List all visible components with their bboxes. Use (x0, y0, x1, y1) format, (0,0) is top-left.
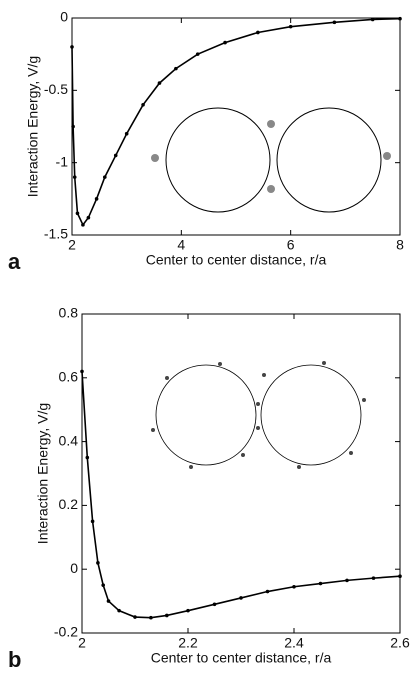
data-point (80, 369, 84, 374)
data-point (141, 103, 145, 107)
data-point (165, 613, 169, 618)
data-point (292, 584, 296, 589)
sphere (276, 107, 382, 213)
sphere (260, 364, 362, 466)
data-point (117, 608, 121, 613)
data-line (71, 17, 401, 227)
panel-label: a (8, 249, 21, 274)
data-point (133, 615, 137, 619)
x-tick-label: 2.4 (284, 635, 304, 651)
charge (256, 426, 260, 430)
data-point (96, 561, 100, 565)
data-point (86, 215, 91, 220)
y-tick-label: 0.4 (59, 432, 79, 448)
charge (267, 120, 275, 128)
x-tick-label: 6 (287, 237, 295, 253)
charge (349, 451, 353, 455)
y-tick-label: 0.8 (59, 305, 79, 321)
charge (267, 185, 275, 193)
data-point (318, 581, 323, 586)
x-tick-label: 4 (177, 237, 185, 253)
charge (165, 376, 169, 380)
charge (218, 362, 222, 366)
y-tick-label: -0.5 (44, 81, 68, 97)
y-tick-label: -1 (56, 153, 69, 169)
data-point (101, 583, 105, 587)
data-point (288, 24, 293, 29)
x-axis-label: Center to center distance, r/a (151, 650, 332, 666)
data-point (174, 66, 178, 71)
data-point (398, 16, 402, 21)
data-point (70, 45, 74, 49)
data-point (149, 615, 153, 620)
y-tick-label: 0.2 (59, 496, 79, 512)
plot-frame (71, 17, 401, 236)
data-point (371, 576, 376, 580)
charge (241, 453, 245, 457)
inset-b (151, 361, 366, 469)
y-axis-label: Interaction Energy, V/g (35, 403, 51, 544)
sphere (165, 107, 271, 213)
data-point (106, 599, 111, 603)
charge (362, 398, 366, 402)
x-tick-label: 2 (68, 237, 76, 253)
y-tick-label: 0 (60, 9, 68, 25)
data-point (223, 40, 227, 45)
plot-frame (81, 313, 401, 634)
data-point (345, 578, 349, 583)
y-tick-label: 0.6 (59, 369, 79, 385)
x-axis-label: Center to center distance, r/a (146, 252, 327, 268)
data-point (71, 124, 75, 129)
x-tick-label: 8 (396, 237, 404, 253)
data-point (239, 596, 243, 600)
x-tick-label: 2.2 (178, 635, 198, 651)
y-axis-label: Interaction Energy, V/g (25, 56, 41, 197)
data-point (265, 589, 270, 594)
panel-label: b (8, 647, 21, 672)
charge (151, 428, 155, 432)
data-point (256, 30, 260, 35)
charge (151, 154, 159, 162)
data-point (212, 602, 217, 607)
charge (383, 152, 391, 160)
data-point (157, 81, 162, 85)
data-point (195, 52, 200, 56)
y-tick-label: 0 (70, 560, 78, 576)
y-tick-label: -1.5 (44, 226, 68, 242)
charge (256, 402, 260, 406)
y-tick-label: -0.2 (54, 624, 78, 640)
data-point (124, 131, 129, 136)
data-point (186, 608, 190, 613)
data-point (103, 175, 107, 179)
data-point (94, 197, 99, 201)
data-point (370, 17, 375, 22)
data-point (75, 211, 80, 216)
charge (297, 465, 301, 469)
charge (322, 361, 326, 365)
charge (262, 373, 266, 377)
data-point (90, 519, 95, 524)
sphere (155, 364, 257, 466)
charge (189, 465, 193, 469)
data-point (398, 574, 402, 579)
inset-a (151, 107, 391, 213)
data-point (332, 20, 337, 25)
data-point (85, 455, 90, 460)
x-tick-label: 2.6 (390, 635, 410, 651)
data-point (113, 153, 118, 158)
data-point (72, 175, 77, 179)
data-line (81, 371, 401, 619)
data-point (81, 223, 85, 227)
x-tick-label: 2 (78, 635, 86, 651)
